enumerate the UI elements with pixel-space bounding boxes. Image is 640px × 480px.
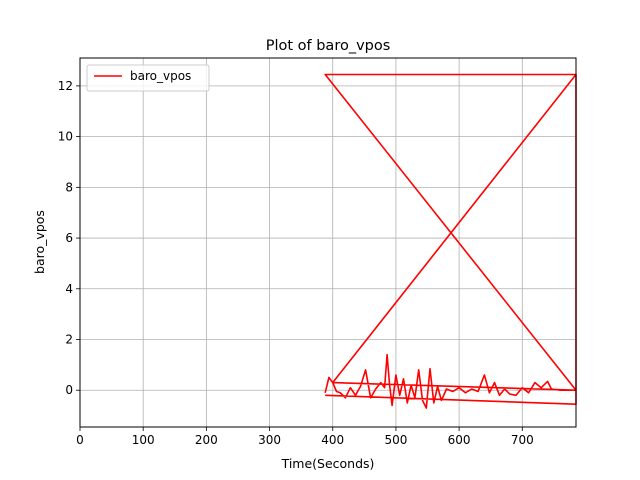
x-tick-label: 300 bbox=[258, 433, 281, 447]
plot-area-frame bbox=[79, 57, 577, 428]
legend-box bbox=[86, 64, 210, 92]
grid bbox=[79, 58, 576, 427]
y-axis: 0 2 4 6 8 10 12 bbox=[58, 79, 80, 397]
series-line-baro_vpos bbox=[324, 73, 577, 409]
y-axis-label: baro_vpos bbox=[32, 210, 47, 274]
legend: baro_vpos bbox=[86, 64, 210, 92]
legend-label: baro_vpos bbox=[130, 69, 191, 83]
y-tick-label: 4 bbox=[65, 282, 73, 296]
series-layer bbox=[324, 73, 577, 409]
x-tick-label: 100 bbox=[132, 433, 155, 447]
x-axis: 0 100 200 300 400 500 600 700 bbox=[76, 427, 534, 447]
chart-title: Plot of baro_vpos bbox=[266, 38, 391, 54]
x-tick-label: 500 bbox=[384, 433, 407, 447]
x-tick-label: 600 bbox=[448, 433, 471, 447]
x-tick-label: 0 bbox=[76, 433, 84, 447]
y-tick-label: 10 bbox=[58, 130, 73, 144]
y-tick-label: 0 bbox=[65, 383, 73, 397]
y-tick-label: 2 bbox=[65, 333, 73, 347]
y-tick-label: 12 bbox=[58, 79, 73, 93]
y-tick-label: 8 bbox=[65, 180, 73, 194]
x-axis-label: Time(Seconds) bbox=[281, 456, 375, 471]
y-tick-label: 6 bbox=[65, 231, 73, 245]
x-tick-label: 400 bbox=[321, 433, 344, 447]
x-tick-label: 200 bbox=[195, 433, 218, 447]
x-tick-label: 700 bbox=[511, 433, 534, 447]
